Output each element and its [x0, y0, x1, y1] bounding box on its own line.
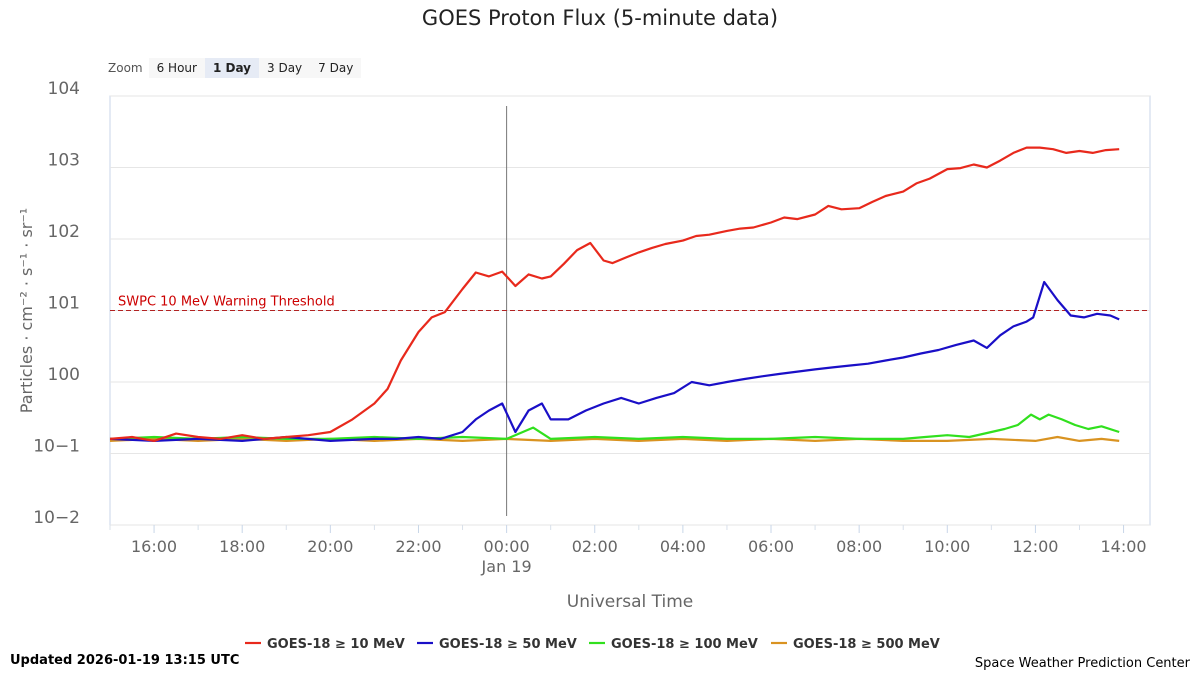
- x-axis-title: Universal Time: [567, 592, 693, 612]
- y-tick-label: 103: [48, 151, 80, 171]
- series-100mev-line: [109, 413, 1120, 440]
- updated-timestamp: Updated 2026-01-19 13:15 UTC: [10, 653, 240, 668]
- zoom-1-day-button[interactable]: 1 Day: [204, 58, 259, 78]
- zoom-label: Zoom: [108, 61, 143, 75]
- x-tick-label: 02:00: [572, 537, 618, 556]
- date-marker-label: Jan 19: [481, 557, 532, 576]
- x-tick-label: 16:00: [131, 537, 177, 556]
- y-tick-label: 100: [48, 365, 80, 385]
- y-tick-label: 102: [48, 222, 80, 242]
- y-tick-label: 10−2: [33, 508, 80, 528]
- x-tick-label: 20:00: [307, 537, 353, 556]
- x-tick-label: 10:00: [924, 537, 970, 556]
- series-50mev-line: [109, 280, 1120, 442]
- series-500mev-line: [109, 435, 1120, 442]
- series-10mev-line: [109, 146, 1120, 442]
- legend-item-label: GOES-18 ≥ 100 MeV: [611, 637, 758, 652]
- credit-text: Space Weather Prediction Center: [974, 656, 1190, 671]
- y-tick-label: 10−1: [33, 437, 80, 457]
- warning-threshold-label: SWPC 10 MeV Warning Threshold: [118, 295, 335, 310]
- chart-title: GOES Proton Flux (5-minute data): [421, 6, 779, 30]
- x-tick-label: 22:00: [395, 537, 441, 556]
- legend-item-label: GOES-18 ≥ 10 MeV: [267, 637, 405, 652]
- zoom-selector: Zoom 6 Hour 1 Day 3 Day 7 Day: [108, 58, 362, 78]
- legend-item-label: GOES-18 ≥ 500 MeV: [793, 637, 940, 652]
- x-tick-label: 18:00: [219, 537, 265, 556]
- y-tick-label: 101: [48, 294, 80, 314]
- y-axis-title: Particles · cm⁻² · s⁻¹ · sr⁻¹: [17, 208, 36, 413]
- x-tick-label: 08:00: [836, 537, 882, 556]
- x-tick-label: 12:00: [1012, 537, 1058, 556]
- x-tick-label: 14:00: [1101, 537, 1147, 556]
- x-tick-label: 06:00: [748, 537, 794, 556]
- x-tick-label: 04:00: [660, 537, 706, 556]
- zoom-7-day-button[interactable]: 7 Day: [310, 58, 362, 78]
- x-tick-label: 00:00: [484, 537, 530, 556]
- legend-item-label: GOES-18 ≥ 50 MeV: [439, 637, 577, 652]
- zoom-3-day-button[interactable]: 3 Day: [259, 58, 311, 78]
- zoom-6-hour-button[interactable]: 6 Hour: [148, 58, 205, 78]
- y-tick-label: 104: [48, 79, 80, 99]
